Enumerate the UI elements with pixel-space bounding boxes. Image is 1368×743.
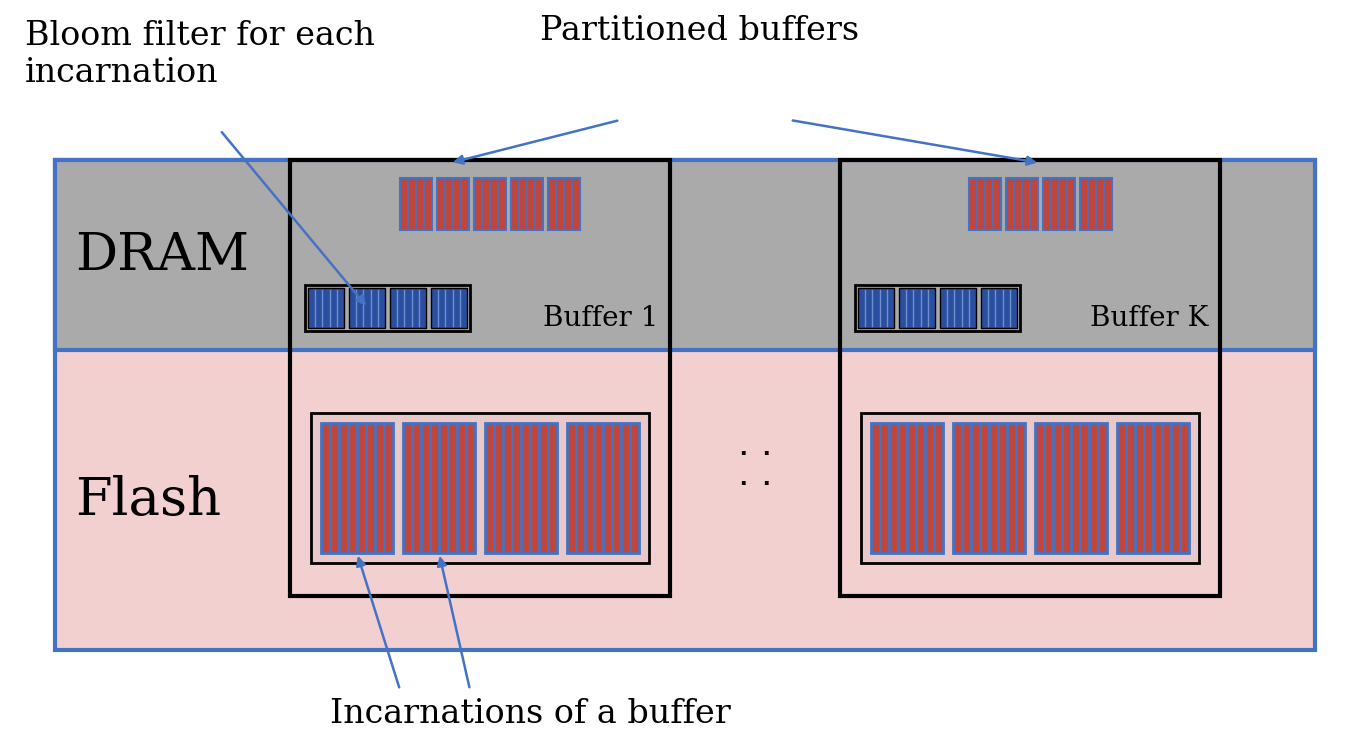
Bar: [860, 413, 1198, 563]
Bar: [321, 423, 393, 553]
Text: · ·: · ·: [737, 438, 773, 472]
Bar: [566, 423, 639, 553]
Bar: [390, 288, 425, 328]
Bar: [436, 178, 469, 230]
Text: Bloom filter for each
incarnation: Bloom filter for each incarnation: [25, 20, 375, 89]
Bar: [1079, 178, 1111, 230]
Bar: [1005, 178, 1037, 230]
Text: Partitioned buffers: Partitioned buffers: [540, 15, 859, 47]
Bar: [55, 160, 1315, 350]
Text: DRAM: DRAM: [75, 230, 249, 281]
Text: Flash: Flash: [75, 475, 222, 525]
Bar: [1118, 423, 1189, 553]
Bar: [399, 178, 432, 230]
Bar: [311, 413, 648, 563]
Bar: [431, 288, 466, 328]
Text: Incarnations of a buffer: Incarnations of a buffer: [330, 698, 731, 730]
Bar: [899, 288, 934, 328]
Bar: [486, 423, 557, 553]
Bar: [969, 178, 1000, 230]
Bar: [308, 288, 343, 328]
Bar: [404, 423, 475, 553]
Bar: [512, 178, 543, 230]
Bar: [1036, 423, 1107, 553]
Bar: [1042, 178, 1074, 230]
Text: Buffer K: Buffer K: [1090, 305, 1208, 332]
Bar: [549, 178, 580, 230]
Bar: [349, 288, 384, 328]
Text: Buffer 1: Buffer 1: [543, 305, 658, 332]
Bar: [858, 288, 895, 328]
Bar: [473, 178, 506, 230]
Bar: [871, 423, 943, 553]
Bar: [290, 160, 670, 596]
Bar: [55, 160, 1315, 650]
Bar: [840, 160, 1220, 596]
Text: · ·: · ·: [737, 468, 773, 502]
Bar: [940, 288, 975, 328]
Bar: [855, 285, 1021, 331]
Bar: [953, 423, 1025, 553]
Bar: [981, 288, 1016, 328]
Bar: [305, 285, 471, 331]
